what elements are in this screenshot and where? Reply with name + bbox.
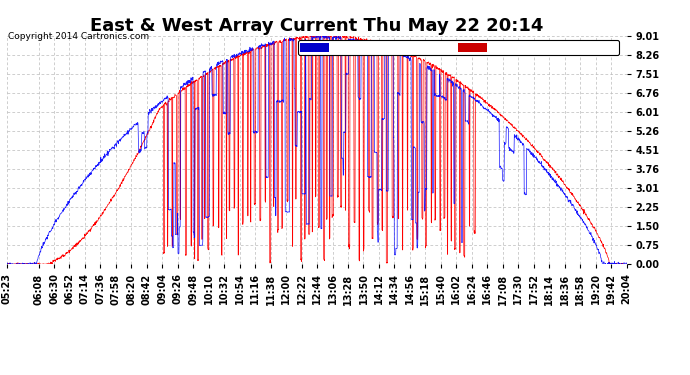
Legend: East Array  (DC Amps), West Array  (DC Amps): East Array (DC Amps), West Array (DC Amp… — [298, 40, 618, 56]
Text: Copyright 2014 Cartronics.com: Copyright 2014 Cartronics.com — [8, 32, 150, 41]
Title: East & West Array Current Thu May 22 20:14: East & West Array Current Thu May 22 20:… — [90, 18, 544, 36]
